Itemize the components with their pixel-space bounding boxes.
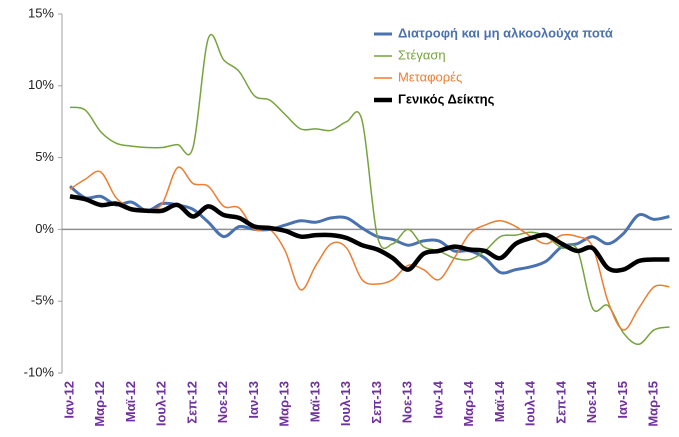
x-tick-label: Ιουλ-13 — [338, 381, 353, 426]
x-tick-label: Ιαν-13 — [246, 381, 261, 419]
legend-label: Μεταφορές — [398, 69, 462, 84]
x-tick-label: Σεπ-12 — [184, 381, 199, 424]
x-tick-label: Μαρ-13 — [277, 381, 292, 427]
series-line — [69, 194, 670, 273]
x-tick-label: Ιαν-14 — [430, 380, 445, 418]
y-tick-label: -10% — [24, 364, 55, 379]
x-tick-label: Νοε-13 — [400, 381, 415, 423]
x-tick-label: Ιουλ-12 — [154, 381, 169, 426]
y-tick-label: 5% — [35, 149, 54, 164]
x-tick-label: Νοε-12 — [215, 381, 230, 423]
legend-label: Στέγαση — [398, 47, 446, 62]
x-tick-label: Ιαν-12 — [61, 381, 76, 419]
series-line — [69, 166, 670, 331]
x-tick-label: Μαϊ-14 — [492, 380, 507, 422]
x-tick-label: Σεπ-14 — [553, 380, 568, 423]
x-tick-label: Μαϊ-12 — [123, 381, 138, 422]
series-line — [69, 34, 670, 346]
x-tick-label: Μαρ-15 — [645, 381, 660, 427]
x-tick-label: Ιουλ-14 — [523, 380, 538, 426]
y-tick-label: 15% — [28, 5, 54, 20]
y-tick-label: 0% — [35, 221, 54, 236]
x-tick-label: Νοε-14 — [584, 380, 599, 423]
y-tick-label: -5% — [31, 293, 55, 308]
x-tick-label: Ιαν-15 — [615, 381, 630, 419]
legend-label: Γενικός Δείκτης — [398, 91, 495, 106]
x-tick-label: Σεπ-13 — [369, 381, 384, 424]
legend-label: Διατροφή και μη αλκοολούχα ποτά — [398, 25, 613, 40]
x-tick-label: Μαρ-14 — [461, 380, 476, 426]
series-line — [69, 185, 670, 275]
x-tick-label: Μαρ-12 — [92, 381, 107, 427]
x-tick-label: Μαϊ-13 — [307, 381, 322, 422]
y-tick-label: 10% — [28, 77, 54, 92]
